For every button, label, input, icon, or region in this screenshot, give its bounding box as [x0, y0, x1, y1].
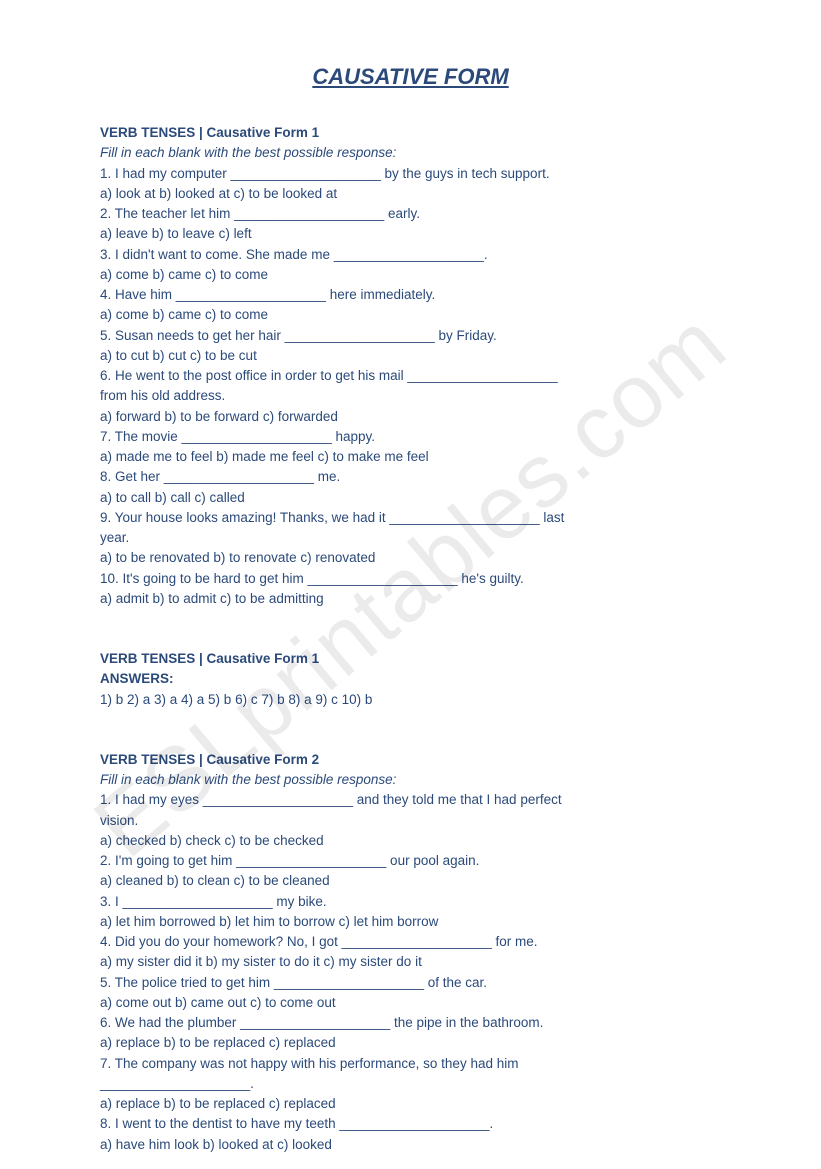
question-line: 8. Get her ____________________ me.	[100, 467, 721, 487]
question-options: a) come out b) came out c) to come out	[100, 993, 721, 1013]
answers-1: VERB TENSES | Causative Form 1 ANSWERS: …	[100, 649, 721, 710]
question-line: 1. I had my computer ___________________…	[100, 164, 721, 184]
section-2-questions: 1. I had my eyes ____________________ an…	[100, 790, 721, 1155]
question-line: 7. The company was not happy with his pe…	[100, 1054, 721, 1074]
question-options: a) forward b) to be forward c) forwarded	[100, 407, 721, 427]
question-options: a) admit b) to admit c) to be admitting	[100, 589, 721, 609]
section-1-header: VERB TENSES | Causative Form 1	[100, 123, 721, 143]
question-line: 1. I had my eyes ____________________ an…	[100, 790, 721, 810]
question-line: 9. Your house looks amazing! Thanks, we …	[100, 508, 721, 528]
question-options: a) replace b) to be replaced c) replaced	[100, 1094, 721, 1114]
question-options: a) checked b) check c) to be checked	[100, 831, 721, 851]
question-line: 2. I'm going to get him ________________…	[100, 851, 721, 871]
section-1-questions: 1. I had my computer ___________________…	[100, 164, 721, 610]
question-line: 5. The police tried to get him _________…	[100, 973, 721, 993]
page-title: CAUSATIVE FORM	[100, 60, 721, 93]
question-line: 5. Susan needs to get her hair _________…	[100, 326, 721, 346]
question-options: a) my sister did it b) my sister to do i…	[100, 952, 721, 972]
section-2: VERB TENSES | Causative Form 2 Fill in e…	[100, 750, 721, 1155]
question-line: 8. I went to the dentist to have my teet…	[100, 1114, 721, 1134]
question-line: 4. Did you do your homework? No, I got _…	[100, 932, 721, 952]
question-options: a) cleaned b) to clean c) to be cleaned	[100, 871, 721, 891]
question-options: a) come b) came c) to come	[100, 305, 721, 325]
question-line: 6. We had the plumber __________________…	[100, 1013, 721, 1033]
question-options: a) let him borrowed b) let him to borrow…	[100, 912, 721, 932]
section-1-instruction: Fill in each blank with the best possibl…	[100, 143, 721, 163]
section-2-instruction: Fill in each blank with the best possibl…	[100, 770, 721, 790]
question-continuation: ____________________.	[100, 1074, 721, 1094]
question-line: 3. I didn't want to come. She made me __…	[100, 245, 721, 265]
question-options: a) replace b) to be replaced c) replaced	[100, 1033, 721, 1053]
question-options: a) have him look b) looked at c) looked	[100, 1135, 721, 1155]
question-options: a) to be renovated b) to renovate c) ren…	[100, 548, 721, 568]
question-line: 4. Have him ____________________ here im…	[100, 285, 721, 305]
answers-1-line: 1) b 2) a 3) a 4) a 5) b 6) c 7) b 8) a …	[100, 690, 721, 710]
question-continuation: vision.	[100, 811, 721, 831]
section-2-header: VERB TENSES | Causative Form 2	[100, 750, 721, 770]
question-line: 2. The teacher let him _________________…	[100, 204, 721, 224]
question-line: 7. The movie ____________________ happy.	[100, 427, 721, 447]
question-options: a) to cut b) cut c) to be cut	[100, 346, 721, 366]
question-line: 3. I ____________________ my bike.	[100, 892, 721, 912]
section-1: VERB TENSES | Causative Form 1 Fill in e…	[100, 123, 721, 609]
question-options: a) made me to feel b) made me feel c) to…	[100, 447, 721, 467]
question-options: a) look at b) looked at c) to be looked …	[100, 184, 721, 204]
question-options: a) come b) came c) to come	[100, 265, 721, 285]
answers-1-label: ANSWERS:	[100, 669, 721, 689]
question-continuation: year.	[100, 528, 721, 548]
answers-1-header: VERB TENSES | Causative Form 1	[100, 649, 721, 669]
question-line: 10. It's going to be hard to get him ___…	[100, 569, 721, 589]
question-continuation: from his old address.	[100, 386, 721, 406]
question-line: 6. He went to the post office in order t…	[100, 366, 721, 386]
question-options: a) leave b) to leave c) left	[100, 224, 721, 244]
question-options: a) to call b) call c) called	[100, 488, 721, 508]
